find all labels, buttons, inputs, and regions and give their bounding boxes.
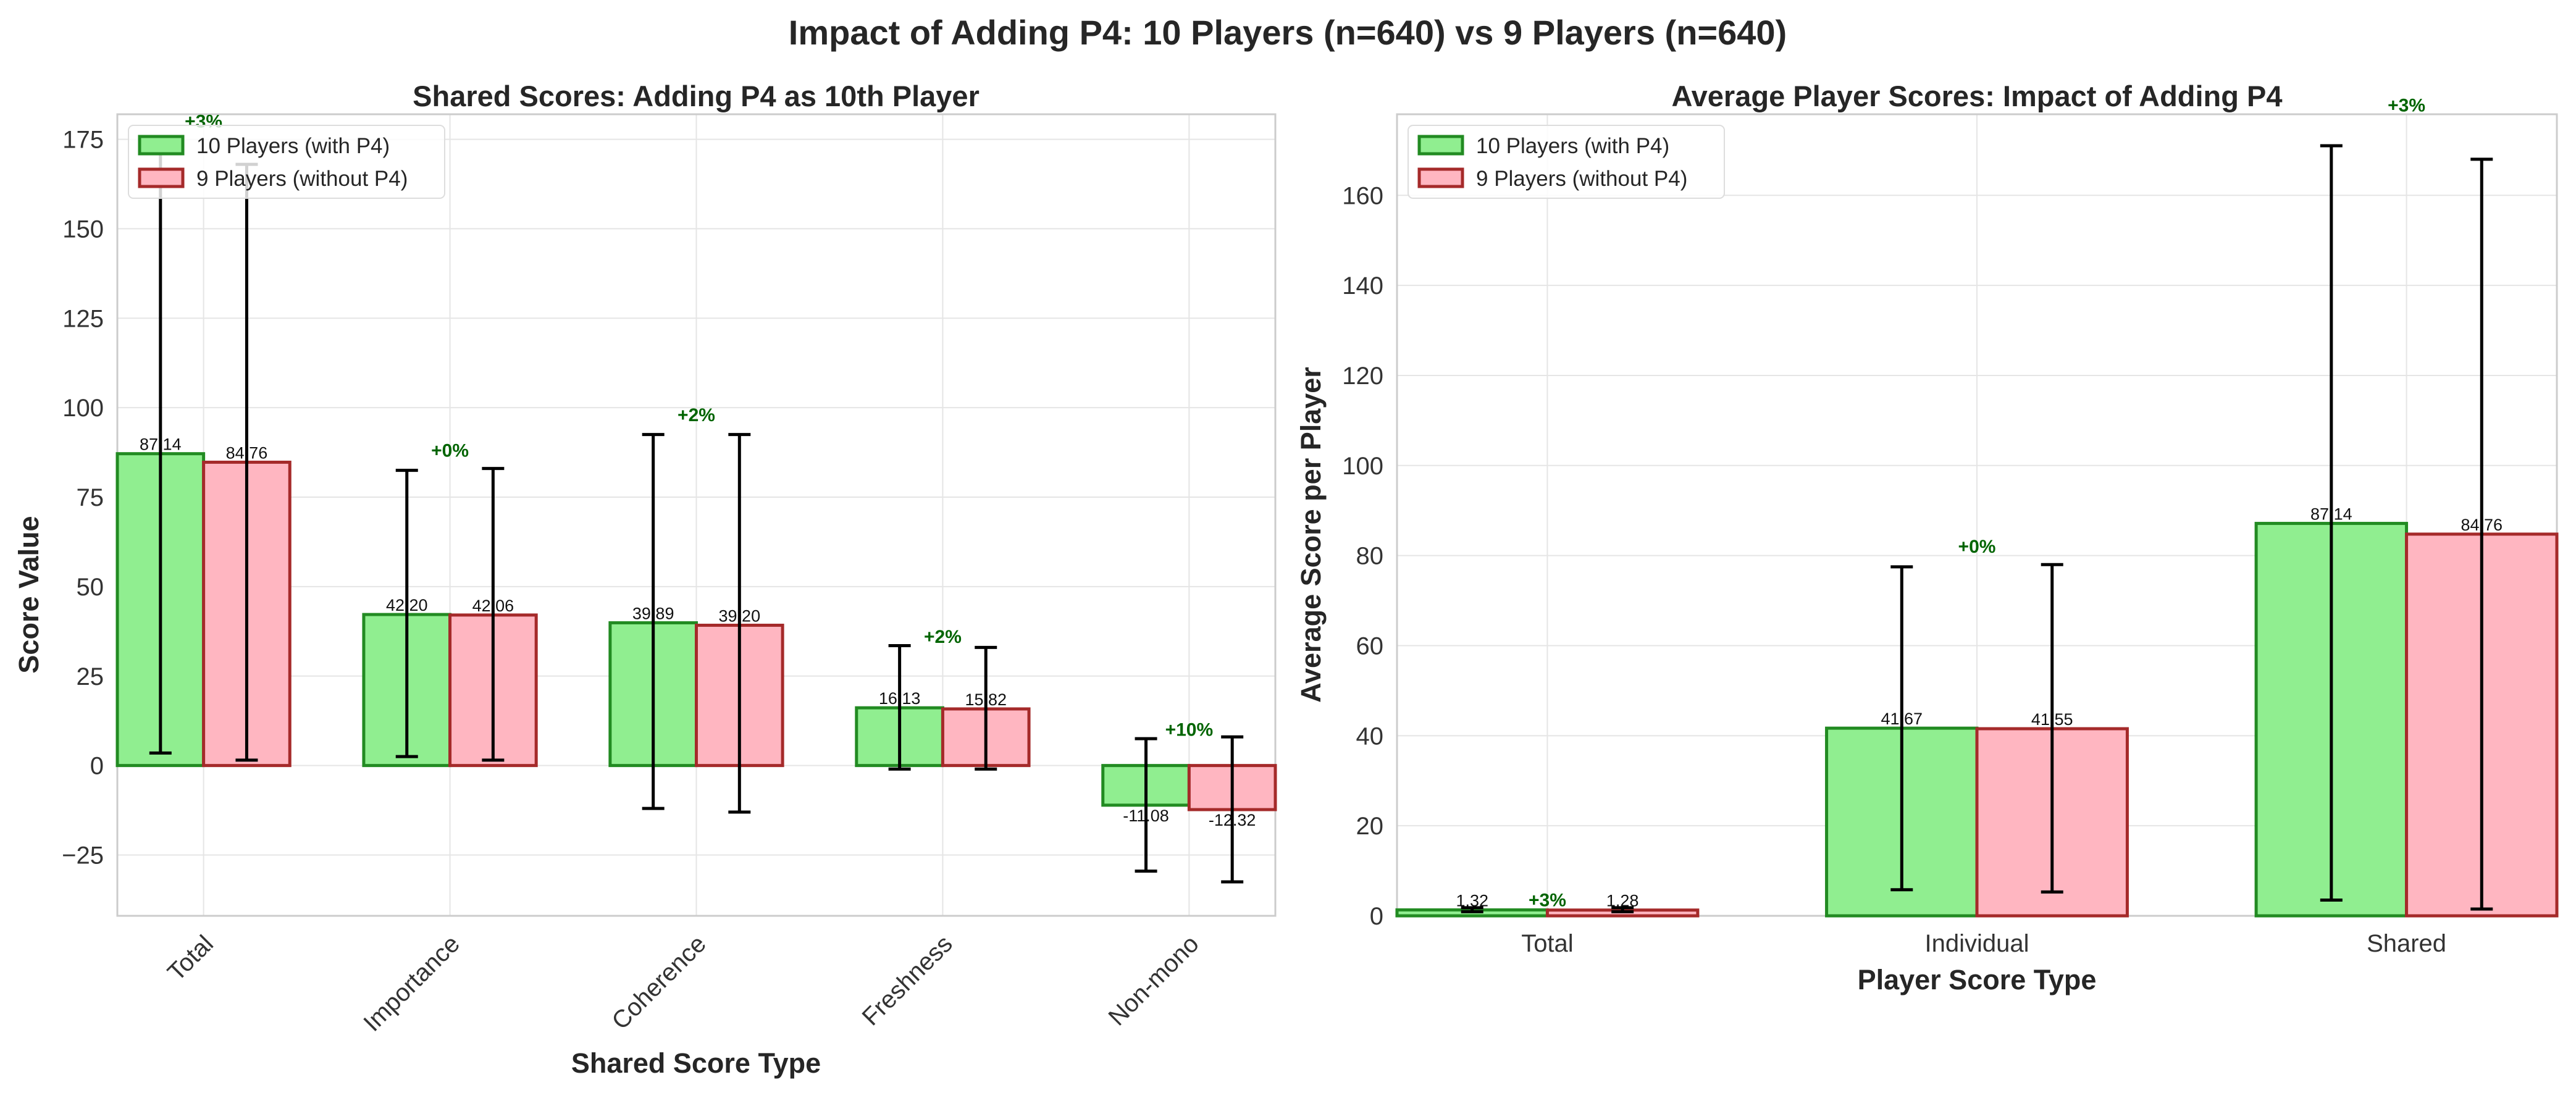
right-legend: 10 Players (with P4) 9 Players (without P…	[1408, 125, 1725, 199]
left-legend: 10 Players (with P4) 9 Players (without P…	[128, 125, 445, 199]
left-error-bar	[482, 467, 505, 762]
right-legend-label: 9 Players (without P4)	[1476, 167, 1687, 191]
left-error-bar	[975, 645, 997, 771]
right-error-bar	[1611, 906, 1634, 913]
right-ytick-label: 120	[1342, 363, 1383, 390]
right-ytick-label: 160	[1342, 182, 1383, 209]
right-pct-change-label: +3%	[2388, 95, 2425, 115]
right-xtick-label: Individual	[1924, 930, 2029, 957]
left-error-bar	[642, 433, 665, 810]
right-chart-xlabel: Player Score Type	[1858, 964, 2097, 995]
right-legend-box	[1408, 125, 1725, 199]
left-chart-ylabel: Score Value	[13, 516, 44, 673]
left-legend-box	[128, 125, 445, 199]
left-pct-change-label: +2%	[678, 405, 715, 425]
right-chart-title: Average Player Scores: Impact of Adding …	[1671, 80, 2282, 112]
right-chart-panel: Average Player Scores: Impact of Adding …	[1295, 80, 2559, 995]
right-ytick-label: 60	[1356, 632, 1384, 660]
right-ytick-label: 100	[1342, 453, 1383, 480]
right-legend-swatch	[1417, 167, 1464, 188]
right-error-bar	[2041, 563, 2063, 894]
left-ytick-label: 50	[77, 574, 104, 601]
left-ytick-label: 150	[62, 216, 104, 243]
right-error-bar	[2320, 144, 2343, 902]
right-pct-change-label: +0%	[1958, 537, 1996, 557]
left-pct-change-label: +10%	[1165, 720, 1214, 740]
left-ytick-label: −25	[62, 842, 104, 869]
left-legend-label: 9 Players (without P4)	[196, 167, 408, 191]
left-ytick-label: 0	[90, 753, 104, 780]
right-xtick-label: Shared	[2367, 930, 2446, 957]
left-legend-swatch	[138, 135, 185, 156]
left-ytick-label: 75	[77, 484, 104, 511]
right-legend-swatch	[1417, 135, 1464, 156]
left-legend-label: 10 Players (with P4)	[196, 134, 390, 158]
right-ytick-label: 80	[1356, 543, 1384, 570]
right-xtick-label: Total	[1521, 930, 1574, 957]
right-ytick-label: 40	[1356, 723, 1384, 750]
left-error-bar	[1221, 735, 1244, 884]
left-ytick-label: 125	[62, 305, 104, 332]
left-error-bar	[1135, 737, 1157, 873]
right-ytick-label: 0	[1370, 903, 1383, 930]
right-chart-ylabel: Average Score per Player	[1295, 367, 1327, 703]
figure-title: Impact of Adding P4: 10 Players (n=640) …	[789, 13, 1787, 52]
left-error-bar	[728, 433, 751, 814]
left-chart-xlabel: Shared Score Type	[571, 1047, 821, 1079]
left-ytick-label: 175	[62, 127, 104, 154]
right-ytick-label: 140	[1342, 272, 1383, 300]
right-error-bar	[1461, 906, 1483, 913]
left-error-bar	[888, 644, 911, 771]
left-legend-swatch	[138, 167, 185, 188]
left-pct-change-label: +2%	[924, 627, 962, 647]
left-error-bar	[395, 469, 418, 758]
left-ytick-label: 100	[62, 395, 104, 422]
right-pct-change-label: +3%	[1529, 890, 1566, 910]
left-pct-change-label: +0%	[431, 441, 469, 461]
right-error-bar	[2470, 157, 2493, 911]
left-chart-title: Shared Scores: Adding P4 as 10th Player	[413, 80, 980, 112]
left-ytick-label: 25	[77, 663, 104, 690]
right-legend-label: 10 Players (with P4)	[1476, 134, 1669, 158]
right-ytick-label: 20	[1356, 813, 1384, 840]
right-error-bar	[1890, 565, 1913, 892]
